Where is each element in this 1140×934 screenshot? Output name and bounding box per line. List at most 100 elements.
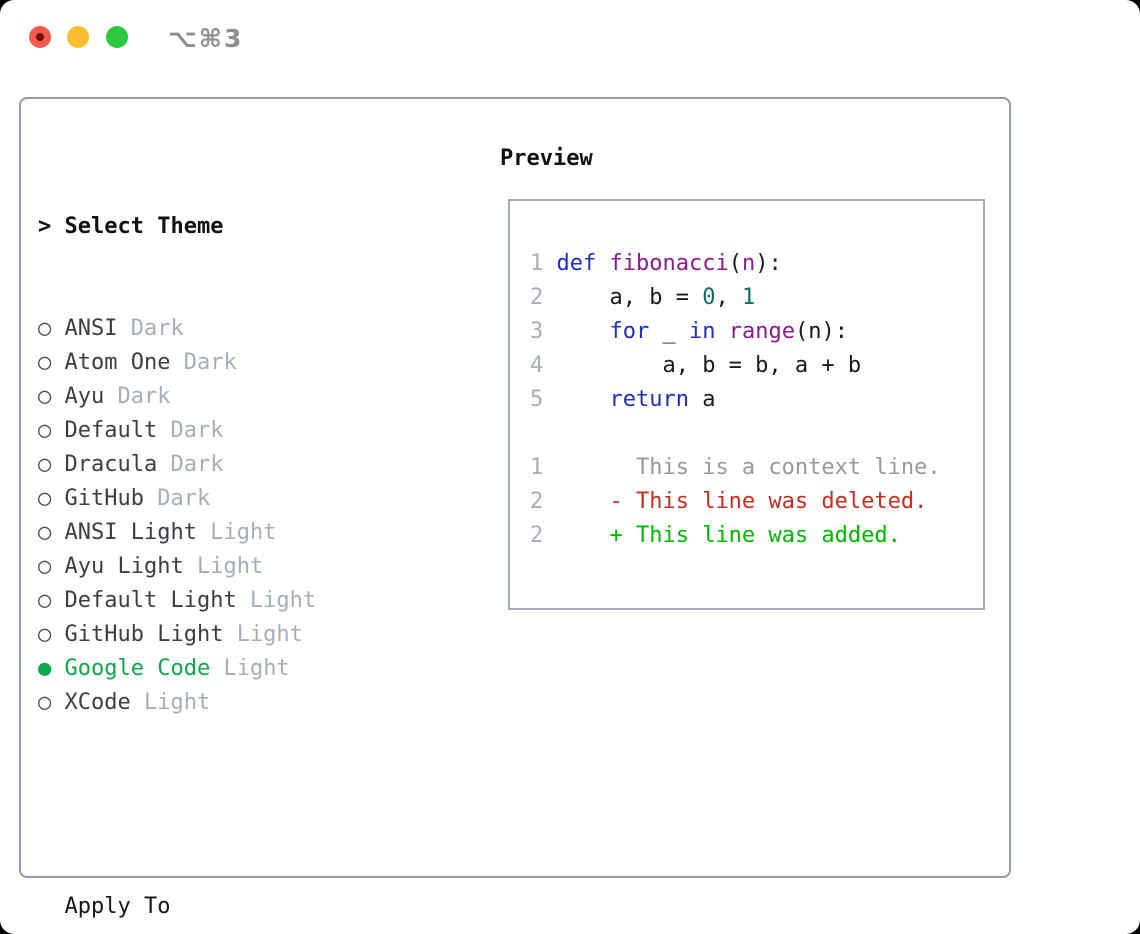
radio-unselected-icon: ○	[38, 520, 65, 545]
theme-name: ANSI Light	[64, 520, 211, 545]
code-segment: ):	[755, 251, 782, 276]
code-line: 5 return a	[530, 383, 941, 417]
theme-name: Ayu Light	[64, 554, 197, 579]
theme-variant-label: Dark	[130, 316, 184, 341]
radio-unselected-icon: ○	[38, 690, 65, 715]
code-segment: n	[741, 251, 756, 276]
title-bar: ⌥⌘3	[0, 0, 1140, 74]
code-line: 2 a, b = 0, 1	[530, 281, 941, 315]
theme-variant-label: Light	[143, 690, 211, 715]
theme-option-google-code[interactable]: ● Google Code Light	[38, 652, 409, 686]
line-number	[530, 421, 543, 446]
theme-name: Default	[64, 418, 171, 443]
code-segment: def	[556, 251, 597, 276]
code-line: 4 a, b = b, a + b	[530, 349, 941, 383]
theme-option-ansi[interactable]: ○ ANSI Dark	[38, 312, 409, 346]
theme-name: GitHub	[64, 486, 158, 511]
code-line: 2 - This line was deleted.	[530, 485, 941, 519]
theme-option-ayu-light[interactable]: ○ Ayu Light Light	[38, 550, 409, 584]
theme-list: > Select Theme ○ ANSI Dark ○ Atom One Dar…	[38, 142, 409, 934]
code-segment	[715, 319, 728, 344]
code-segment: fibonacci	[609, 251, 729, 276]
radio-unselected-icon: ○	[38, 622, 65, 647]
theme-name: Atom One	[64, 350, 184, 375]
code-segment: ,	[715, 285, 742, 310]
radio-unselected-icon: ○	[38, 452, 65, 477]
theme-name: Google Code	[64, 656, 224, 681]
theme-variant-label: Dark	[157, 486, 211, 511]
line-number: 3	[530, 319, 557, 344]
theme-name: Dracula	[64, 452, 171, 477]
code-line: 1 This is a context line.	[530, 451, 941, 485]
code-line: 1 def fibonacci(n):	[530, 247, 941, 281]
theme-variant-label: Dark	[183, 350, 237, 375]
theme-variant-label: Light	[249, 588, 317, 613]
code-segment: return	[609, 387, 689, 412]
code-line: 2 + This line was added.	[530, 519, 941, 553]
line-number: 4	[530, 353, 557, 378]
line-number: 2	[530, 523, 557, 548]
code-segment: This is a context line.	[556, 455, 941, 480]
theme-option-dracula[interactable]: ○ Dracula Dark	[38, 448, 409, 482]
line-number: 1	[530, 455, 557, 480]
theme-variant-label: Light	[223, 656, 290, 681]
code-line	[530, 417, 941, 451]
close-button[interactable]	[29, 26, 51, 48]
code-segment: 1	[741, 285, 756, 310]
radio-unselected-icon: ○	[38, 418, 65, 443]
window-title: ⌥⌘3	[168, 24, 244, 53]
spacer	[38, 788, 409, 822]
select-theme-header: > Select Theme	[38, 214, 224, 239]
code-segment: a, b =	[556, 285, 703, 310]
code-line: 3 for _ in range(n):	[530, 315, 941, 349]
theme-variant-label: Dark	[170, 418, 224, 443]
radio-unselected-icon: ○	[38, 588, 65, 613]
theme-variant-label: Light	[236, 622, 303, 647]
theme-name: XCode	[64, 690, 144, 715]
preview-header: Preview	[500, 146, 593, 171]
code-segment: + This line was added.	[556, 523, 901, 548]
focus-caret-icon: >	[38, 214, 52, 239]
code-segment: in	[688, 319, 716, 344]
minimize-button[interactable]	[67, 26, 89, 48]
line-number: 1	[530, 251, 557, 276]
apply-to-header: Apply To	[64, 894, 171, 919]
theme-name: Ayu	[64, 384, 118, 409]
theme-variant-label: Light	[210, 520, 277, 545]
theme-option-default-light[interactable]: ○ Default Light Light	[38, 584, 409, 618]
radio-unselected-icon: ○	[38, 384, 65, 409]
theme-variant-label: Dark	[170, 452, 224, 477]
zoom-button[interactable]	[106, 26, 128, 48]
theme-option-atom-one[interactable]: ○ Atom One Dark	[38, 346, 409, 380]
line-number: 2	[530, 285, 557, 310]
code-segment: (n):	[794, 319, 848, 344]
theme-name: ANSI	[64, 316, 131, 341]
radio-unselected-icon: ○	[38, 486, 65, 511]
code-segment: (	[728, 251, 742, 276]
code-segment	[557, 387, 610, 412]
code-segment: 0	[702, 285, 716, 310]
theme-variant-label: Light	[196, 554, 264, 579]
theme-option-github[interactable]: ○ GitHub Dark	[38, 482, 409, 516]
code-segment: range	[728, 319, 795, 344]
theme-option-github-light[interactable]: ○ GitHub Light Light	[38, 618, 409, 652]
theme-option-xcode[interactable]: ○ XCode Light	[38, 686, 409, 720]
theme-name: GitHub Light	[64, 622, 237, 647]
line-number: 5	[530, 387, 557, 412]
radio-unselected-icon: ○	[38, 316, 65, 341]
radio-unselected-icon: ○	[38, 350, 65, 375]
code-segment: for	[609, 319, 650, 344]
code-segment: - This line was deleted.	[556, 489, 928, 514]
code-segment: a, b = b, a + b	[556, 353, 862, 378]
code-segment	[557, 319, 610, 344]
radio-unselected-icon: ○	[38, 554, 65, 579]
code-segment: a	[688, 387, 716, 412]
theme-option-ansi-light[interactable]: ○ ANSI Light Light	[38, 516, 409, 550]
theme-name: Default Light	[64, 588, 250, 613]
theme-option-ayu[interactable]: ○ Ayu Dark	[38, 380, 409, 414]
theme-option-default[interactable]: ○ Default Dark	[38, 414, 409, 448]
line-number: 2	[530, 489, 557, 514]
